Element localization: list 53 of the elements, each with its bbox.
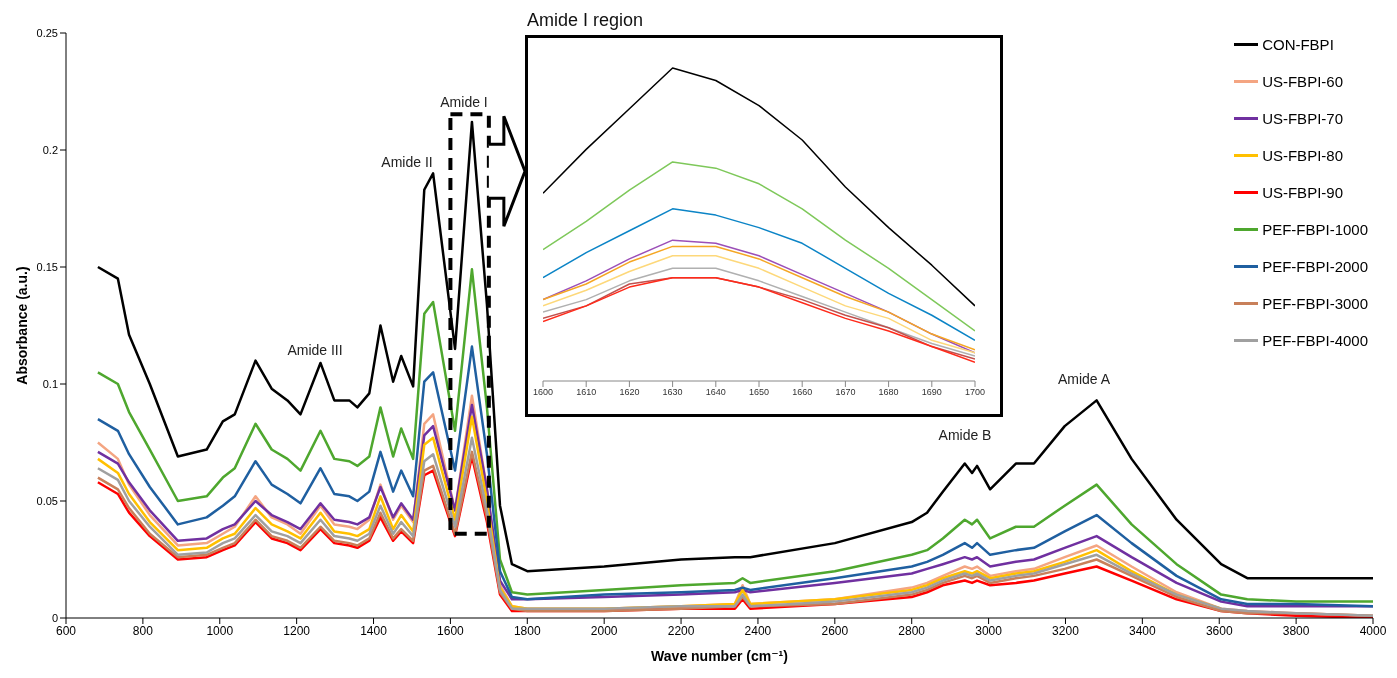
x-tick-label: 1400 — [360, 623, 388, 638]
x-tick-label: 1200 — [283, 623, 311, 638]
x-tick-label: 4000 — [1359, 623, 1387, 638]
x-tick-label: 1000 — [206, 623, 234, 638]
x-tick-label: 3800 — [1282, 623, 1310, 638]
x-tick-label: 1660 — [792, 387, 813, 398]
x-axis-title: Wave number (cm⁻¹) — [651, 648, 788, 664]
x-tick-label: 1600 — [532, 387, 554, 398]
x-tick-label: 1600 — [437, 623, 465, 638]
legend-label: US-FBPI-80 — [1262, 147, 1343, 164]
x-tick-label: 1690 — [921, 387, 942, 398]
x-tick-label: 2200 — [667, 623, 695, 638]
y-tick-label: 0.25 — [36, 26, 58, 39]
x-tick-label: 800 — [132, 623, 154, 638]
legend-label: CON-FBPI — [1262, 36, 1334, 53]
annotation: Amide I — [440, 94, 488, 110]
annotation: Amide B — [938, 427, 992, 443]
x-tick-label: 2600 — [821, 623, 849, 638]
x-tick-label: 1680 — [878, 387, 899, 398]
annotation: Amide II — [381, 154, 433, 170]
legend-label: US-FBPI-70 — [1262, 110, 1343, 127]
x-tick-label: 3200 — [1052, 623, 1080, 638]
y-tick-label: 0.05 — [36, 494, 58, 507]
x-tick-label: 2400 — [744, 623, 772, 638]
x-tick-label: 600 — [55, 623, 77, 638]
x-tick-label: 1650 — [748, 387, 770, 398]
legend-label: US-FBPI-60 — [1262, 73, 1343, 90]
x-tick-label: 1640 — [705, 387, 726, 398]
x-tick-label: 3000 — [975, 623, 1003, 638]
annotation: Amide III — [287, 342, 343, 358]
x-tick-label: 2000 — [590, 623, 618, 638]
x-tick-label: 3400 — [1129, 623, 1157, 638]
y-tick-label: 0.2 — [42, 143, 58, 156]
annotation: Amide A — [1057, 371, 1111, 387]
x-tick-label: 1700 — [964, 387, 986, 398]
line-series — [96, 345, 1373, 608]
legend-label: PEF-FBPI-4000 — [1262, 332, 1368, 349]
y-axis-title: Absorbance (a.u.) — [13, 266, 30, 385]
x-tick-label: 2800 — [898, 623, 926, 638]
chart-title: Amide I region — [527, 10, 644, 31]
x-tick-label: 1610 — [576, 387, 597, 398]
legend-label: PEF-FBPI-2000 — [1262, 258, 1368, 275]
x-tick-label: 1800 — [513, 623, 541, 638]
x-tick-label: 3600 — [1205, 623, 1233, 638]
legend-label: PEF-FBPI-3000 — [1262, 295, 1368, 312]
x-tick-label: 1630 — [662, 387, 683, 398]
legend-label: PEF-FBPI-1000 — [1262, 221, 1368, 238]
x-tick-label: 1670 — [835, 387, 856, 398]
y-tick-label: 0.1 — [42, 377, 58, 390]
x-tick-label: 1620 — [619, 387, 640, 398]
y-tick-label: 0 — [51, 611, 58, 624]
legend-label: US-FBPI-90 — [1262, 184, 1343, 201]
y-tick-label: 0.15 — [36, 260, 58, 273]
